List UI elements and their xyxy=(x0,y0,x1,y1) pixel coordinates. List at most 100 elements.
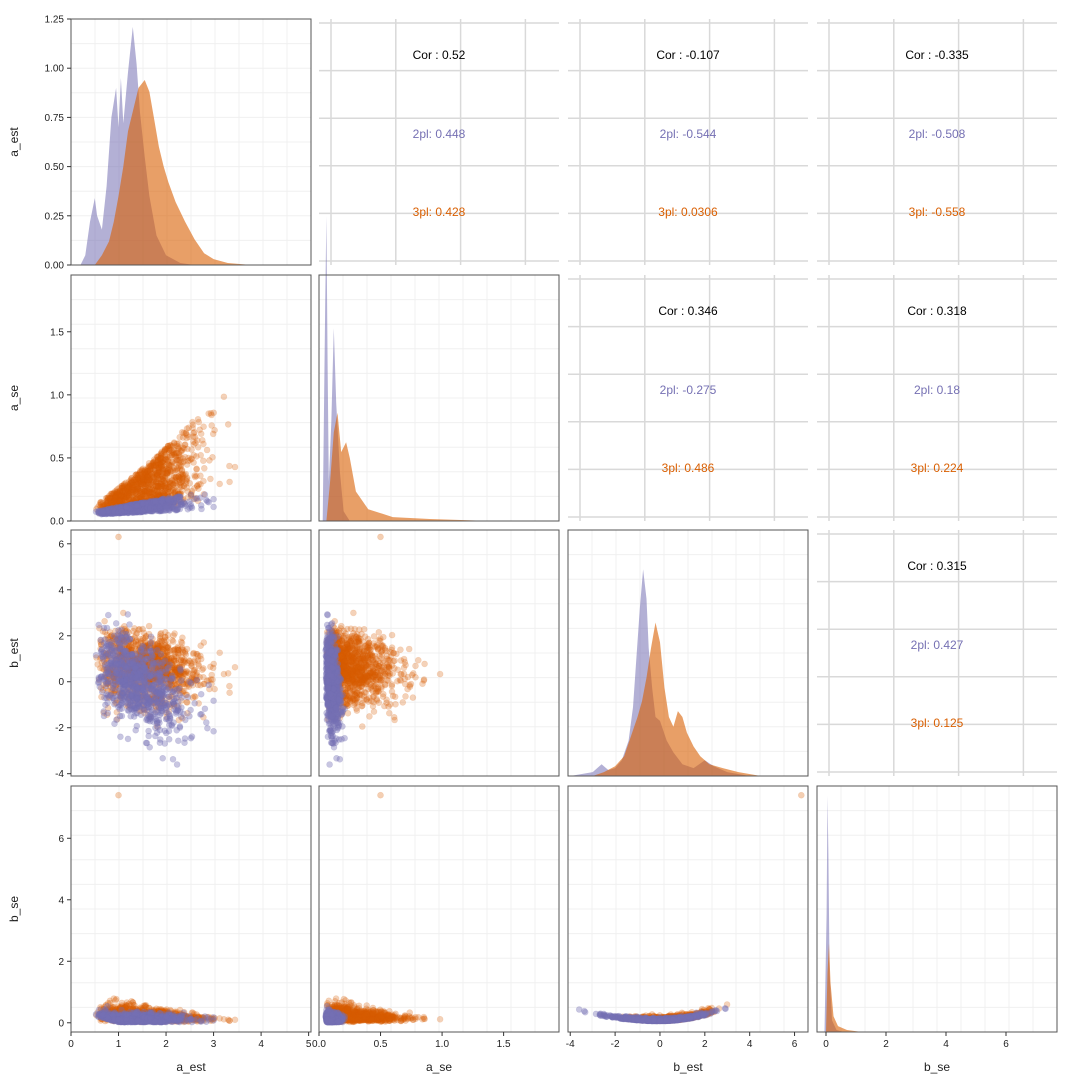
point-3pl xyxy=(123,503,130,510)
point-3pl xyxy=(184,457,192,465)
point-3pl xyxy=(93,505,100,513)
point-2pl xyxy=(97,673,105,681)
point-2pl xyxy=(176,685,183,692)
point-3pl xyxy=(142,474,149,481)
point-3pl xyxy=(155,483,162,491)
point-3pl xyxy=(149,485,156,493)
point-3pl xyxy=(177,481,184,489)
point-3pl xyxy=(115,492,122,500)
point-2pl xyxy=(139,705,146,713)
point-3pl xyxy=(155,488,162,496)
point-3pl xyxy=(163,445,171,453)
point-3pl xyxy=(194,415,202,423)
point-3pl xyxy=(109,492,117,500)
cor-panel-0-1 xyxy=(319,19,559,265)
point-3pl xyxy=(224,670,232,677)
point-3pl xyxy=(142,492,149,499)
point-3pl xyxy=(101,501,108,509)
point-3pl xyxy=(165,466,172,474)
point-3pl xyxy=(140,635,147,642)
point-2pl xyxy=(100,712,108,720)
point-3pl xyxy=(405,645,413,653)
point-3pl xyxy=(128,474,135,482)
point-3pl xyxy=(130,481,138,489)
point-2pl xyxy=(112,620,120,627)
point-2pl xyxy=(210,697,217,705)
point-2pl xyxy=(152,678,159,686)
point-3pl xyxy=(163,447,171,454)
point-3pl xyxy=(197,652,204,660)
point-3pl xyxy=(136,625,143,633)
point-3pl xyxy=(194,437,201,444)
point-2pl xyxy=(173,726,180,734)
point-3pl xyxy=(167,441,175,449)
point-3pl xyxy=(166,483,174,491)
point-3pl xyxy=(128,479,136,486)
point-2pl xyxy=(122,664,130,672)
point-3pl xyxy=(157,480,164,488)
point-3pl xyxy=(173,467,181,475)
panel-bg-2-1 xyxy=(319,530,559,776)
point-3pl xyxy=(110,496,118,504)
point-2pl xyxy=(203,719,210,726)
point-2pl xyxy=(92,651,100,659)
point-3pl xyxy=(173,457,180,464)
point-2pl xyxy=(177,667,184,674)
point-2pl xyxy=(147,713,154,720)
point-3pl xyxy=(126,483,134,490)
point-3pl xyxy=(116,502,124,510)
point-3pl xyxy=(206,457,213,464)
point-3pl xyxy=(137,478,144,486)
point-3pl xyxy=(189,418,196,426)
point-3pl xyxy=(135,485,142,493)
point-3pl xyxy=(117,493,125,500)
density-3pl-a_est xyxy=(94,80,252,265)
point-3pl xyxy=(123,486,131,494)
point-3pl xyxy=(163,480,170,488)
point-3pl xyxy=(127,500,134,508)
point-2pl xyxy=(187,500,194,508)
point-3pl xyxy=(162,486,169,493)
point-2pl xyxy=(127,671,134,679)
point-3pl xyxy=(175,473,182,480)
point-3pl xyxy=(142,497,150,505)
point-3pl xyxy=(158,450,166,458)
point-3pl xyxy=(157,491,164,499)
point-3pl xyxy=(169,481,177,488)
point-3pl xyxy=(148,462,156,469)
point-2pl xyxy=(180,710,187,718)
point-3pl xyxy=(137,482,144,489)
point-3pl xyxy=(138,505,146,513)
point-3pl xyxy=(133,479,141,487)
point-3pl xyxy=(157,454,164,462)
point-3pl xyxy=(165,461,173,468)
point-3pl xyxy=(391,716,398,724)
point-3pl xyxy=(113,487,120,495)
point-2pl xyxy=(204,498,211,505)
point-3pl xyxy=(111,494,118,502)
point-3pl xyxy=(148,498,156,506)
point-3pl xyxy=(116,497,123,505)
point-3pl xyxy=(118,501,126,509)
point-3pl xyxy=(145,484,153,492)
point-3pl xyxy=(183,484,190,491)
point-3pl xyxy=(388,688,396,695)
point-3pl xyxy=(115,495,123,502)
point-3pl xyxy=(203,446,211,454)
point-3pl xyxy=(157,482,165,490)
point-3pl xyxy=(155,469,162,477)
point-3pl xyxy=(177,638,185,646)
point-3pl xyxy=(143,487,150,495)
point-2pl xyxy=(123,693,131,701)
point-3pl xyxy=(134,501,141,509)
point-2pl xyxy=(147,647,154,655)
point-3pl xyxy=(153,471,161,479)
point-3pl xyxy=(138,481,146,488)
point-2pl xyxy=(155,659,163,666)
point-3pl xyxy=(119,484,127,492)
point-3pl xyxy=(158,462,165,469)
point-2pl xyxy=(153,646,161,654)
point-3pl xyxy=(151,492,159,500)
point-3pl xyxy=(179,496,186,504)
point-3pl xyxy=(161,445,169,453)
